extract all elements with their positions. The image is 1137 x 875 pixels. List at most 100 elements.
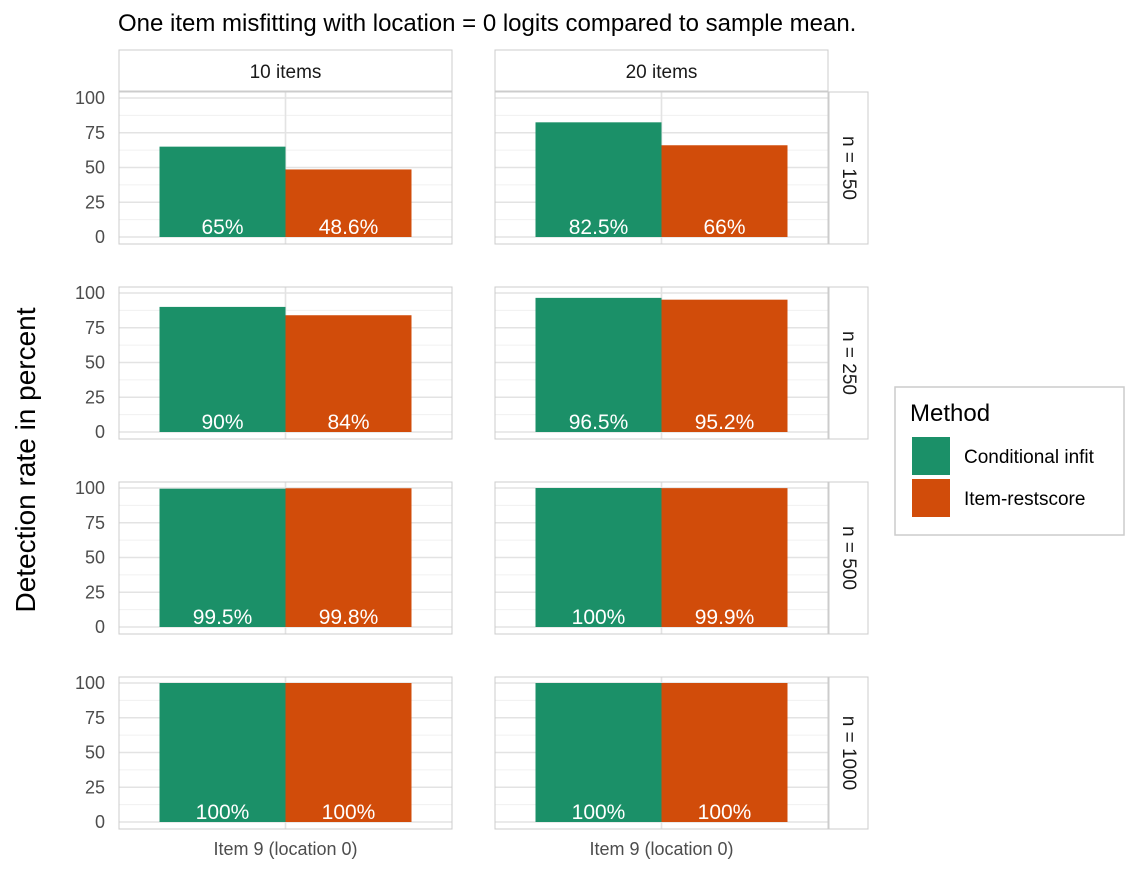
y-tick-label: 0 — [95, 422, 105, 442]
x-tick-label: Item 9 (location 0) — [589, 839, 733, 859]
bar — [285, 169, 412, 237]
bar-data-label: 100% — [572, 606, 626, 629]
bar — [159, 306, 286, 432]
facet-panel: 96.5% 95.2% — [494, 286, 829, 440]
facet-panel: 99.5% 99.8% 0 25 50 75 100 — [75, 478, 453, 637]
bar — [285, 315, 412, 432]
column-strip: 10 items — [118, 49, 453, 92]
bar-data-label: 100% — [196, 801, 250, 824]
bar — [159, 488, 286, 627]
legend-swatch — [912, 437, 950, 475]
facet-panel: 100% 100% Item 9 (location 0) — [494, 676, 829, 859]
bar-data-label: 65% — [201, 216, 243, 239]
panel-border — [494, 481, 829, 635]
legend-swatch — [912, 479, 950, 517]
legend: Method Conditional infit Item-restscore — [894, 386, 1125, 536]
row-strip-label: n = 250 — [838, 331, 859, 395]
bar-data-label: 100% — [698, 801, 752, 824]
column-strip-box — [118, 49, 453, 92]
panel-border — [118, 91, 453, 245]
legend-label: Item-restscore — [964, 489, 1085, 510]
y-tick-label: 0 — [95, 617, 105, 637]
facet-panel: 82.5% 66% — [494, 91, 829, 245]
row-strip: n = 150 — [828, 91, 869, 245]
bar — [535, 122, 662, 237]
legend-item: Item-restscore — [912, 479, 1085, 517]
y-tick-label: 75 — [85, 318, 105, 338]
y-tick-label: 50 — [85, 743, 105, 763]
bar — [535, 297, 662, 432]
column-strip-box — [494, 49, 829, 92]
panel-border — [118, 481, 453, 635]
bar-data-label: 95.2% — [695, 411, 755, 434]
bar-data-label: 99.8% — [319, 606, 379, 629]
facet-panel: 90% 84% 0 25 50 75 100 — [75, 283, 453, 442]
y-tick-label: 75 — [85, 708, 105, 728]
bar-data-label: 99.5% — [193, 606, 253, 629]
bar-data-label: 96.5% — [569, 411, 629, 434]
bar-data-label: 66% — [703, 216, 745, 239]
bar — [285, 488, 412, 627]
y-tick-label: 25 — [85, 777, 105, 797]
bar-data-label: 84% — [327, 411, 369, 434]
column-strip-label: 10 items — [250, 62, 322, 83]
bar-data-label: 99.9% — [695, 606, 755, 629]
row-strip: n = 1000 — [828, 676, 869, 830]
row-strip: n = 250 — [828, 286, 869, 440]
bar — [159, 146, 286, 237]
row-strip-box — [828, 286, 869, 440]
facet-panel: 100% 100% 0 25 50 75 100 Item 9 (location 0) — [75, 673, 453, 859]
y-tick-label: 50 — [85, 353, 105, 373]
bar-data-label: 100% — [572, 801, 626, 824]
legend-title: Method — [910, 400, 990, 427]
y-tick-label: 75 — [85, 123, 105, 143]
y-tick-label: 100 — [75, 478, 105, 498]
chart-title: One item misfitting with location = 0 lo… — [118, 10, 856, 37]
bar — [661, 145, 788, 237]
y-tick-label: 50 — [85, 158, 105, 178]
y-tick-label: 100 — [75, 88, 105, 108]
y-axis-title: Detection rate in percent — [10, 307, 41, 612]
panel-border — [494, 676, 829, 830]
y-tick-label: 75 — [85, 513, 105, 533]
bar-data-label: 90% — [201, 411, 243, 434]
row-strip-label: n = 150 — [838, 136, 859, 200]
column-strip-label: 20 items — [626, 62, 698, 83]
row-strip: n = 500 — [828, 481, 869, 635]
panel-border — [118, 676, 453, 830]
y-tick-label: 25 — [85, 192, 105, 212]
y-tick-label: 100 — [75, 673, 105, 693]
bar-data-label: 48.6% — [319, 216, 379, 239]
bar — [159, 683, 286, 822]
bar-data-label: 100% — [322, 801, 376, 824]
x-tick-label: Item 9 (location 0) — [213, 839, 357, 859]
bar — [661, 299, 788, 432]
y-tick-label: 0 — [95, 812, 105, 832]
bar — [535, 683, 662, 822]
bar — [535, 488, 662, 627]
y-tick-label: 0 — [95, 227, 105, 247]
y-tick-label: 50 — [85, 548, 105, 568]
bar — [661, 683, 788, 822]
y-tick-label: 100 — [75, 283, 105, 303]
bar — [661, 488, 788, 627]
y-tick-label: 25 — [85, 582, 105, 602]
legend-label: Conditional infit — [964, 447, 1095, 468]
panel-border — [118, 286, 453, 440]
panel-border — [494, 91, 829, 245]
row-strip-box — [828, 676, 869, 830]
row-strip-label: n = 1000 — [838, 716, 859, 791]
facet-panel: 100% 99.9% — [494, 481, 829, 635]
column-strip: 20 items — [494, 49, 829, 92]
facet-panels: 10 items 20 items n = 150 n = 250 n = 500 n =… — [75, 49, 869, 859]
row-strip-box — [828, 91, 869, 245]
row-strip-label: n = 500 — [838, 526, 859, 590]
facet-panel: 65% 48.6% 0 25 50 75 100 — [75, 88, 453, 247]
bar — [285, 683, 412, 822]
legend-item: Conditional infit — [912, 437, 1095, 475]
bar-data-label: 82.5% — [569, 216, 629, 239]
panel-border — [494, 286, 829, 440]
y-tick-label: 25 — [85, 387, 105, 407]
row-strip-box — [828, 481, 869, 635]
